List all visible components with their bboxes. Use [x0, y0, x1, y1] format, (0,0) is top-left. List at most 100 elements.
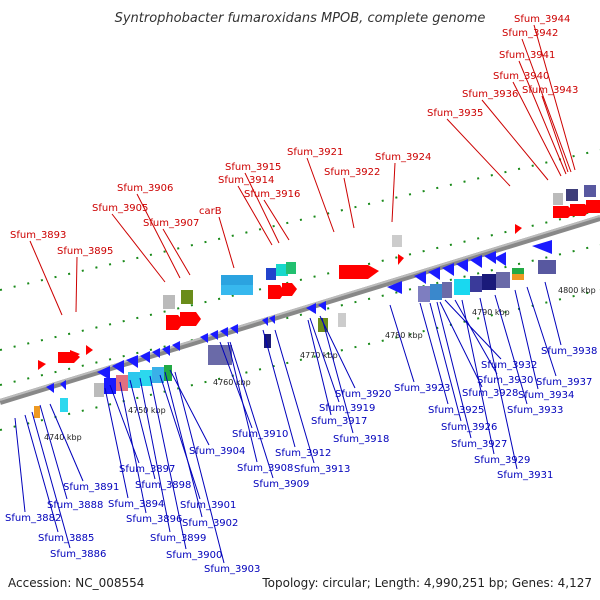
reverse-label-leader	[544, 281, 562, 346]
forward-gene-label: Sfum_3907	[143, 218, 199, 229]
reverse-label-leader	[119, 381, 147, 514]
forward-gene	[38, 360, 46, 370]
reverse-label-leader	[14, 417, 26, 513]
reverse-label-leader	[169, 369, 210, 446]
forward-label-leader	[136, 193, 181, 279]
forward-label-leader	[541, 95, 569, 173]
accession-label: Accession: NC_008554	[8, 576, 144, 590]
forward-label-leader	[263, 199, 290, 241]
reverse-gene-label: Sfum_3903	[204, 564, 260, 575]
forward-gene-label: Sfum_3936	[462, 89, 518, 100]
forward-gene	[282, 283, 297, 296]
reverse-gene-label: Sfum_3888	[47, 500, 103, 511]
backbone-highlight	[0, 215, 600, 401]
kbp-tick-label: 4760 kbp	[213, 378, 251, 387]
forward-gene-label: Sfum_3914	[218, 175, 274, 186]
kbp-tick-label: 4800 kbp	[558, 286, 596, 295]
reverse-gene	[442, 263, 454, 276]
reverse-label-leader	[494, 294, 528, 405]
forward-gene	[398, 254, 404, 265]
forward-gene-label: carB	[199, 206, 222, 217]
forward-gene-label: Sfum_3916	[244, 189, 300, 200]
reverse-gene	[200, 333, 208, 343]
forward-gene-label: Sfum_3940	[493, 71, 549, 82]
reverse-gene	[46, 383, 54, 393]
reverse-gene	[172, 341, 180, 351]
reverse-label-leader	[227, 341, 258, 463]
forward-gene-label: Sfum_3943	[522, 85, 578, 96]
reverse-gene	[140, 351, 150, 363]
reverse-gene	[306, 303, 316, 314]
forward-label-leader	[521, 38, 572, 173]
reverse-genes	[46, 240, 552, 393]
forward-gene	[570, 204, 590, 216]
reverse-gene-label: Sfum_3923	[394, 383, 450, 394]
reverse-gene-label: Sfum_3917	[311, 416, 367, 427]
reverse-gene-label: Sfum_3919	[319, 403, 375, 414]
forward-genes	[38, 200, 600, 370]
reverse-gene	[494, 252, 506, 266]
reverse-label-leader	[514, 289, 539, 390]
forward-label-leader	[306, 157, 335, 233]
reverse-label-leader	[31, 411, 71, 549]
forward-label-leader	[111, 213, 166, 283]
forward-gene-label: Sfum_3921	[287, 147, 343, 158]
forward-label-leader	[75, 256, 78, 313]
forward-gene	[70, 350, 80, 360]
reverse-label-leader	[436, 301, 472, 439]
reverse-label-leader	[49, 403, 84, 482]
reverse-gene-label: Sfum_3937	[536, 377, 592, 388]
reverse-gene	[532, 240, 552, 254]
reverse-gene-labels: Sfum_3938Sfum_3932Sfum_3937Sfum_3923Sfum…	[5, 281, 597, 575]
forward-label-leader	[391, 162, 396, 223]
reverse-gene	[269, 315, 275, 324]
reverse-gene	[318, 301, 326, 311]
reverse-label-leader	[479, 297, 518, 470]
forward-gene-labels: Sfum_3944 Sfum_3942 Sfum_3941 Sfum_3940 Sfum…	[10, 14, 578, 316]
reverse-label-leader	[307, 319, 332, 416]
reverse-gene-label: Sfum_3894	[108, 499, 164, 510]
reverse-label-leader	[389, 304, 415, 383]
reverse-gene-label: Sfum_3910	[232, 429, 288, 440]
kbp-tick-label: 4740 kbp	[44, 433, 82, 442]
reverse-gene	[428, 267, 440, 280]
forward-gene	[180, 312, 201, 326]
reverse-label-leader	[461, 299, 495, 455]
reverse-gene-label: Sfum_3934	[518, 390, 574, 401]
forward-gene-label: Sfum_3915	[225, 162, 281, 173]
reverse-gene-label: Sfum_3909	[253, 479, 309, 490]
kbp-tick-labels: 4740 kbp 4750 kbp 4760 kbp 4770 kbp 4780 kbp…	[44, 286, 596, 442]
reverse-label-leader	[174, 371, 225, 564]
reverse-gene-label: Sfum_3896	[126, 514, 182, 525]
forward-gene-label: Sfum_3942	[502, 28, 558, 39]
forward-gene	[339, 265, 379, 279]
reverse-label-leader	[164, 371, 203, 518]
reverse-label-leader	[454, 299, 498, 375]
forward-label-leader	[244, 172, 280, 244]
reverse-gene-label: Sfum_3897	[119, 464, 175, 475]
kbp-tick-label: 4750 kbp	[128, 406, 166, 415]
reverse-gene-label: Sfum_3928	[462, 388, 518, 399]
forward-gene-boxes	[163, 185, 596, 309]
forward-gene-label: Sfum_3941	[499, 50, 555, 61]
reverse-gene-label: Sfum_3918	[333, 434, 389, 445]
forward-label-leader	[446, 118, 511, 187]
reverse-label-leader	[274, 329, 315, 464]
forward-label-leader	[518, 60, 567, 175]
reverse-gene	[162, 345, 170, 356]
forward-gene	[86, 345, 93, 355]
reverse-label-leader	[24, 414, 59, 533]
guide-tracks	[0, 149, 600, 431]
reverse-gene	[456, 259, 468, 272]
reverse-label-leader	[229, 341, 274, 479]
forward-gene	[553, 206, 574, 218]
forward-gene	[515, 224, 522, 234]
forward-gene	[166, 315, 184, 330]
reverse-gene	[152, 348, 160, 358]
reverse-gene-label: Sfum_3938	[541, 346, 597, 357]
reverse-label-leader	[219, 341, 253, 429]
reverse-gene-label: Sfum_3902	[182, 518, 238, 529]
forward-label-leader	[237, 185, 273, 246]
forward-gene-label: Sfum_3924	[375, 152, 431, 163]
forward-gene	[586, 200, 600, 213]
